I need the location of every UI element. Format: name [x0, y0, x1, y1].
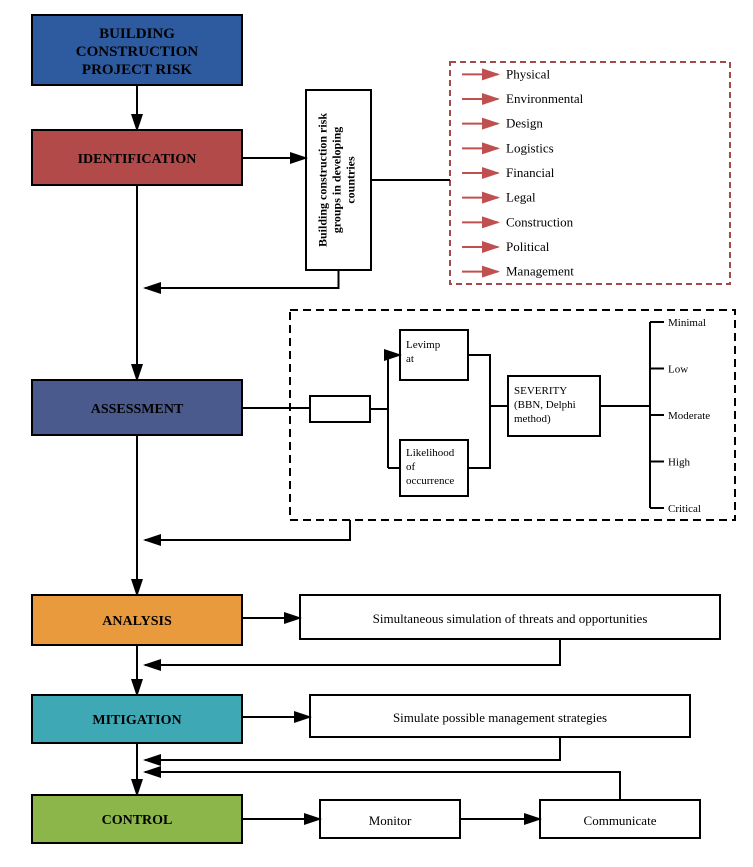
severity-level-label: Critical: [668, 503, 701, 515]
root-label: PROJECT RISK: [82, 62, 192, 78]
communicate-label: Communicate: [584, 813, 657, 828]
severity-label: SEVERITY: [514, 385, 567, 397]
category-label: Political: [506, 239, 550, 254]
category-label: Environmental: [506, 91, 584, 106]
assessment-connector-box: [310, 396, 370, 422]
severity-label: (BBN, Delphi: [514, 399, 576, 411]
connector: [468, 406, 490, 468]
likelihood-label: Likelihood: [406, 447, 455, 459]
svg-text:Building construction risk: Building construction risk: [316, 113, 330, 247]
svg-text:countries: countries: [344, 156, 358, 204]
severity-level-label: High: [668, 457, 691, 469]
category-label: Construction: [506, 214, 574, 229]
connector: [145, 270, 339, 288]
category-label: Design: [506, 116, 543, 131]
analysis-label: ANALYSIS: [102, 614, 172, 629]
connector: [468, 355, 508, 406]
root-label: CONSTRUCTION: [76, 44, 199, 60]
flowchart-canvas: BUILDING CONSTRUCTION PROJECT RISK IDENTIFI…: [0, 0, 753, 867]
severity-level-label: Moderate: [668, 410, 710, 422]
analysis-text: Simultaneous simulation of threats and o…: [373, 611, 648, 626]
svg-text:groups in developing: groups in developing: [330, 127, 344, 233]
connector: [145, 520, 350, 540]
category-label: Logistics: [506, 140, 554, 155]
levimpat-label: at: [406, 353, 414, 365]
identification-label: IDENTIFICATION: [78, 152, 197, 167]
likelihood-label: occurrence: [406, 475, 454, 487]
severity-label: method): [514, 413, 551, 425]
severity-level-label: Low: [668, 364, 688, 376]
mitigation-label: MITIGATION: [92, 713, 181, 728]
mitigation-text: Simulate possible management strategies: [393, 710, 607, 725]
category-label: Management: [506, 264, 574, 279]
control-label: CONTROL: [102, 813, 173, 828]
monitor-label: Monitor: [369, 813, 412, 828]
category-label: Financial: [506, 165, 555, 180]
assessment-label: ASSESSMENT: [91, 402, 184, 417]
category-label: Physical: [506, 66, 550, 81]
severity-level-label: Minimal: [668, 317, 706, 329]
levimpat-label: Levimp: [406, 339, 441, 351]
root-label: BUILDING: [99, 26, 175, 42]
likelihood-label: of: [406, 461, 416, 473]
category-label: Legal: [506, 190, 536, 205]
connector: [370, 355, 400, 409]
